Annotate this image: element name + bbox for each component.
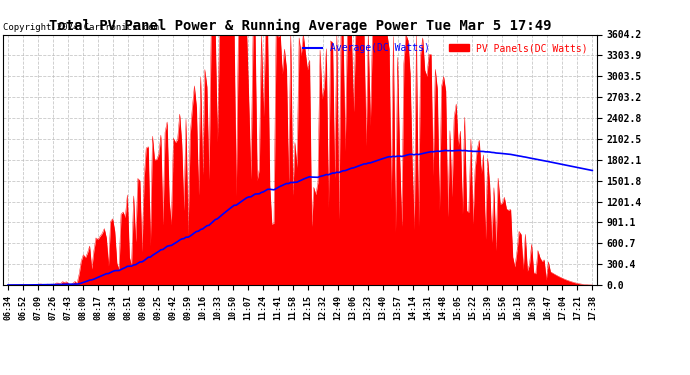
Title: Total PV Panel Power & Running Average Power Tue Mar 5 17:49: Total PV Panel Power & Running Average P… [49, 19, 551, 33]
Legend: Average(DC Watts), PV Panels(DC Watts): Average(DC Watts), PV Panels(DC Watts) [299, 39, 592, 57]
Text: Copyright 2024 Cartronics.com: Copyright 2024 Cartronics.com [3, 23, 159, 32]
